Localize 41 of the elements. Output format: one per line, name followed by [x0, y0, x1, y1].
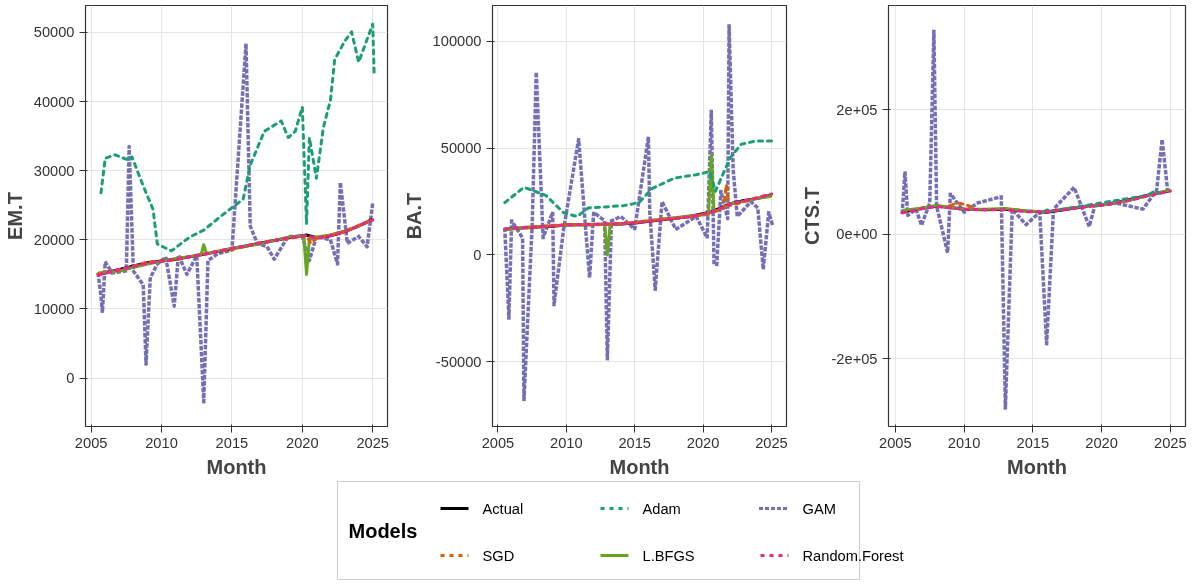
x-tick-label: 2015	[215, 434, 249, 451]
y-tick-label: 50000	[440, 140, 482, 157]
y-axis-title: BA.T	[402, 192, 425, 240]
x-tick-label: 2005	[74, 434, 108, 451]
legend-title: Models	[348, 519, 418, 542]
legend-label: L.BFGS	[642, 547, 695, 564]
x-tick-label: 2010	[145, 434, 178, 451]
x-tick-label: 2020	[286, 434, 319, 451]
x-tick-label: 2025	[1154, 434, 1187, 451]
x-tick-label: 2020	[1085, 434, 1118, 451]
y-tick-label: 20000	[33, 231, 75, 248]
legend-label: GAM	[802, 500, 836, 517]
y-tick-label: -50000	[435, 353, 482, 370]
legend-label: Adam	[642, 500, 681, 517]
x-tick-label: 2020	[686, 434, 720, 451]
x-tick-label: 2015	[1016, 434, 1050, 451]
legend-label: Random.Forest	[802, 547, 904, 564]
x-tick-label: 2025	[755, 434, 788, 451]
legend-label: Actual	[482, 500, 524, 517]
x-axis-title: Month	[206, 455, 267, 478]
x-tick-label: 2025	[356, 434, 390, 451]
y-tick-label: 30000	[33, 162, 75, 179]
y-tick-label: 0e+00	[836, 226, 878, 243]
x-tick-label: 2010	[947, 434, 981, 451]
y-axis-title: CTS.T	[801, 187, 824, 245]
y-tick-label: 50000	[33, 24, 75, 41]
x-tick-label: 2005	[879, 434, 912, 451]
y-tick-label: 0	[473, 246, 482, 263]
y-tick-label: -2e+05	[831, 350, 878, 367]
y-tick-label: 2e+05	[836, 101, 878, 118]
y-tick-label: 10000	[33, 300, 75, 317]
x-tick-label: 2005	[481, 434, 515, 451]
x-tick-label: 2015	[618, 434, 652, 451]
y-tick-label: 0	[66, 370, 75, 387]
legend-label: SGD	[482, 547, 515, 564]
x-axis-title: Month	[609, 455, 670, 478]
x-axis-title: Month	[1007, 455, 1067, 478]
y-axis-title: EM.T	[3, 192, 26, 240]
x-tick-label: 2010	[550, 434, 583, 451]
y-tick-label: 100000	[432, 33, 482, 50]
y-tick-label: 40000	[33, 93, 75, 110]
